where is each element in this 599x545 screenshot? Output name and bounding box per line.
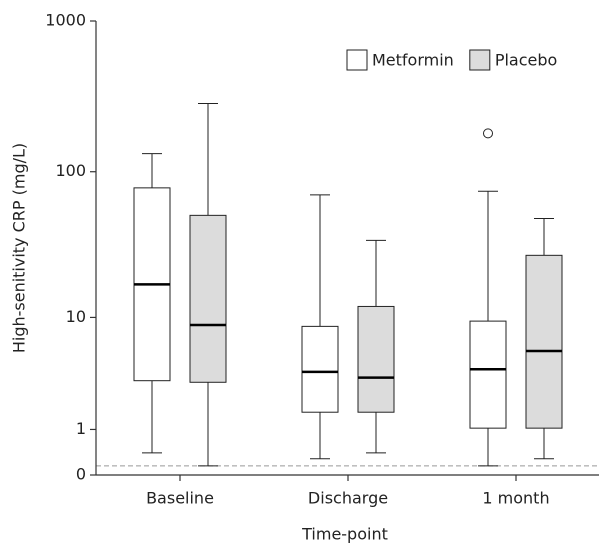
legend-swatch [469, 49, 491, 71]
x-tick-label: 1 month [482, 489, 549, 508]
box [525, 254, 563, 429]
y-tick-label: 1000 [45, 11, 86, 30]
legend-label: Placebo [495, 51, 557, 70]
outlier [483, 128, 493, 139]
y-tick-label: 10 [66, 307, 86, 326]
legend-swatch [346, 49, 368, 71]
box [189, 214, 227, 383]
legend-label: Metformin [372, 51, 454, 70]
x-tick-label: Discharge [308, 489, 388, 508]
y-tick-label: 0 [76, 465, 86, 484]
box [301, 325, 339, 413]
y-axis-title: High-senitivity CRP (mg/L) [10, 143, 29, 353]
box [357, 305, 395, 413]
x-axis-title: Time-point [301, 525, 388, 544]
x-tick-label: Baseline [146, 489, 214, 508]
box [469, 320, 507, 429]
y-tick-label: 1 [76, 419, 86, 438]
y-tick-label: 100 [55, 161, 86, 180]
